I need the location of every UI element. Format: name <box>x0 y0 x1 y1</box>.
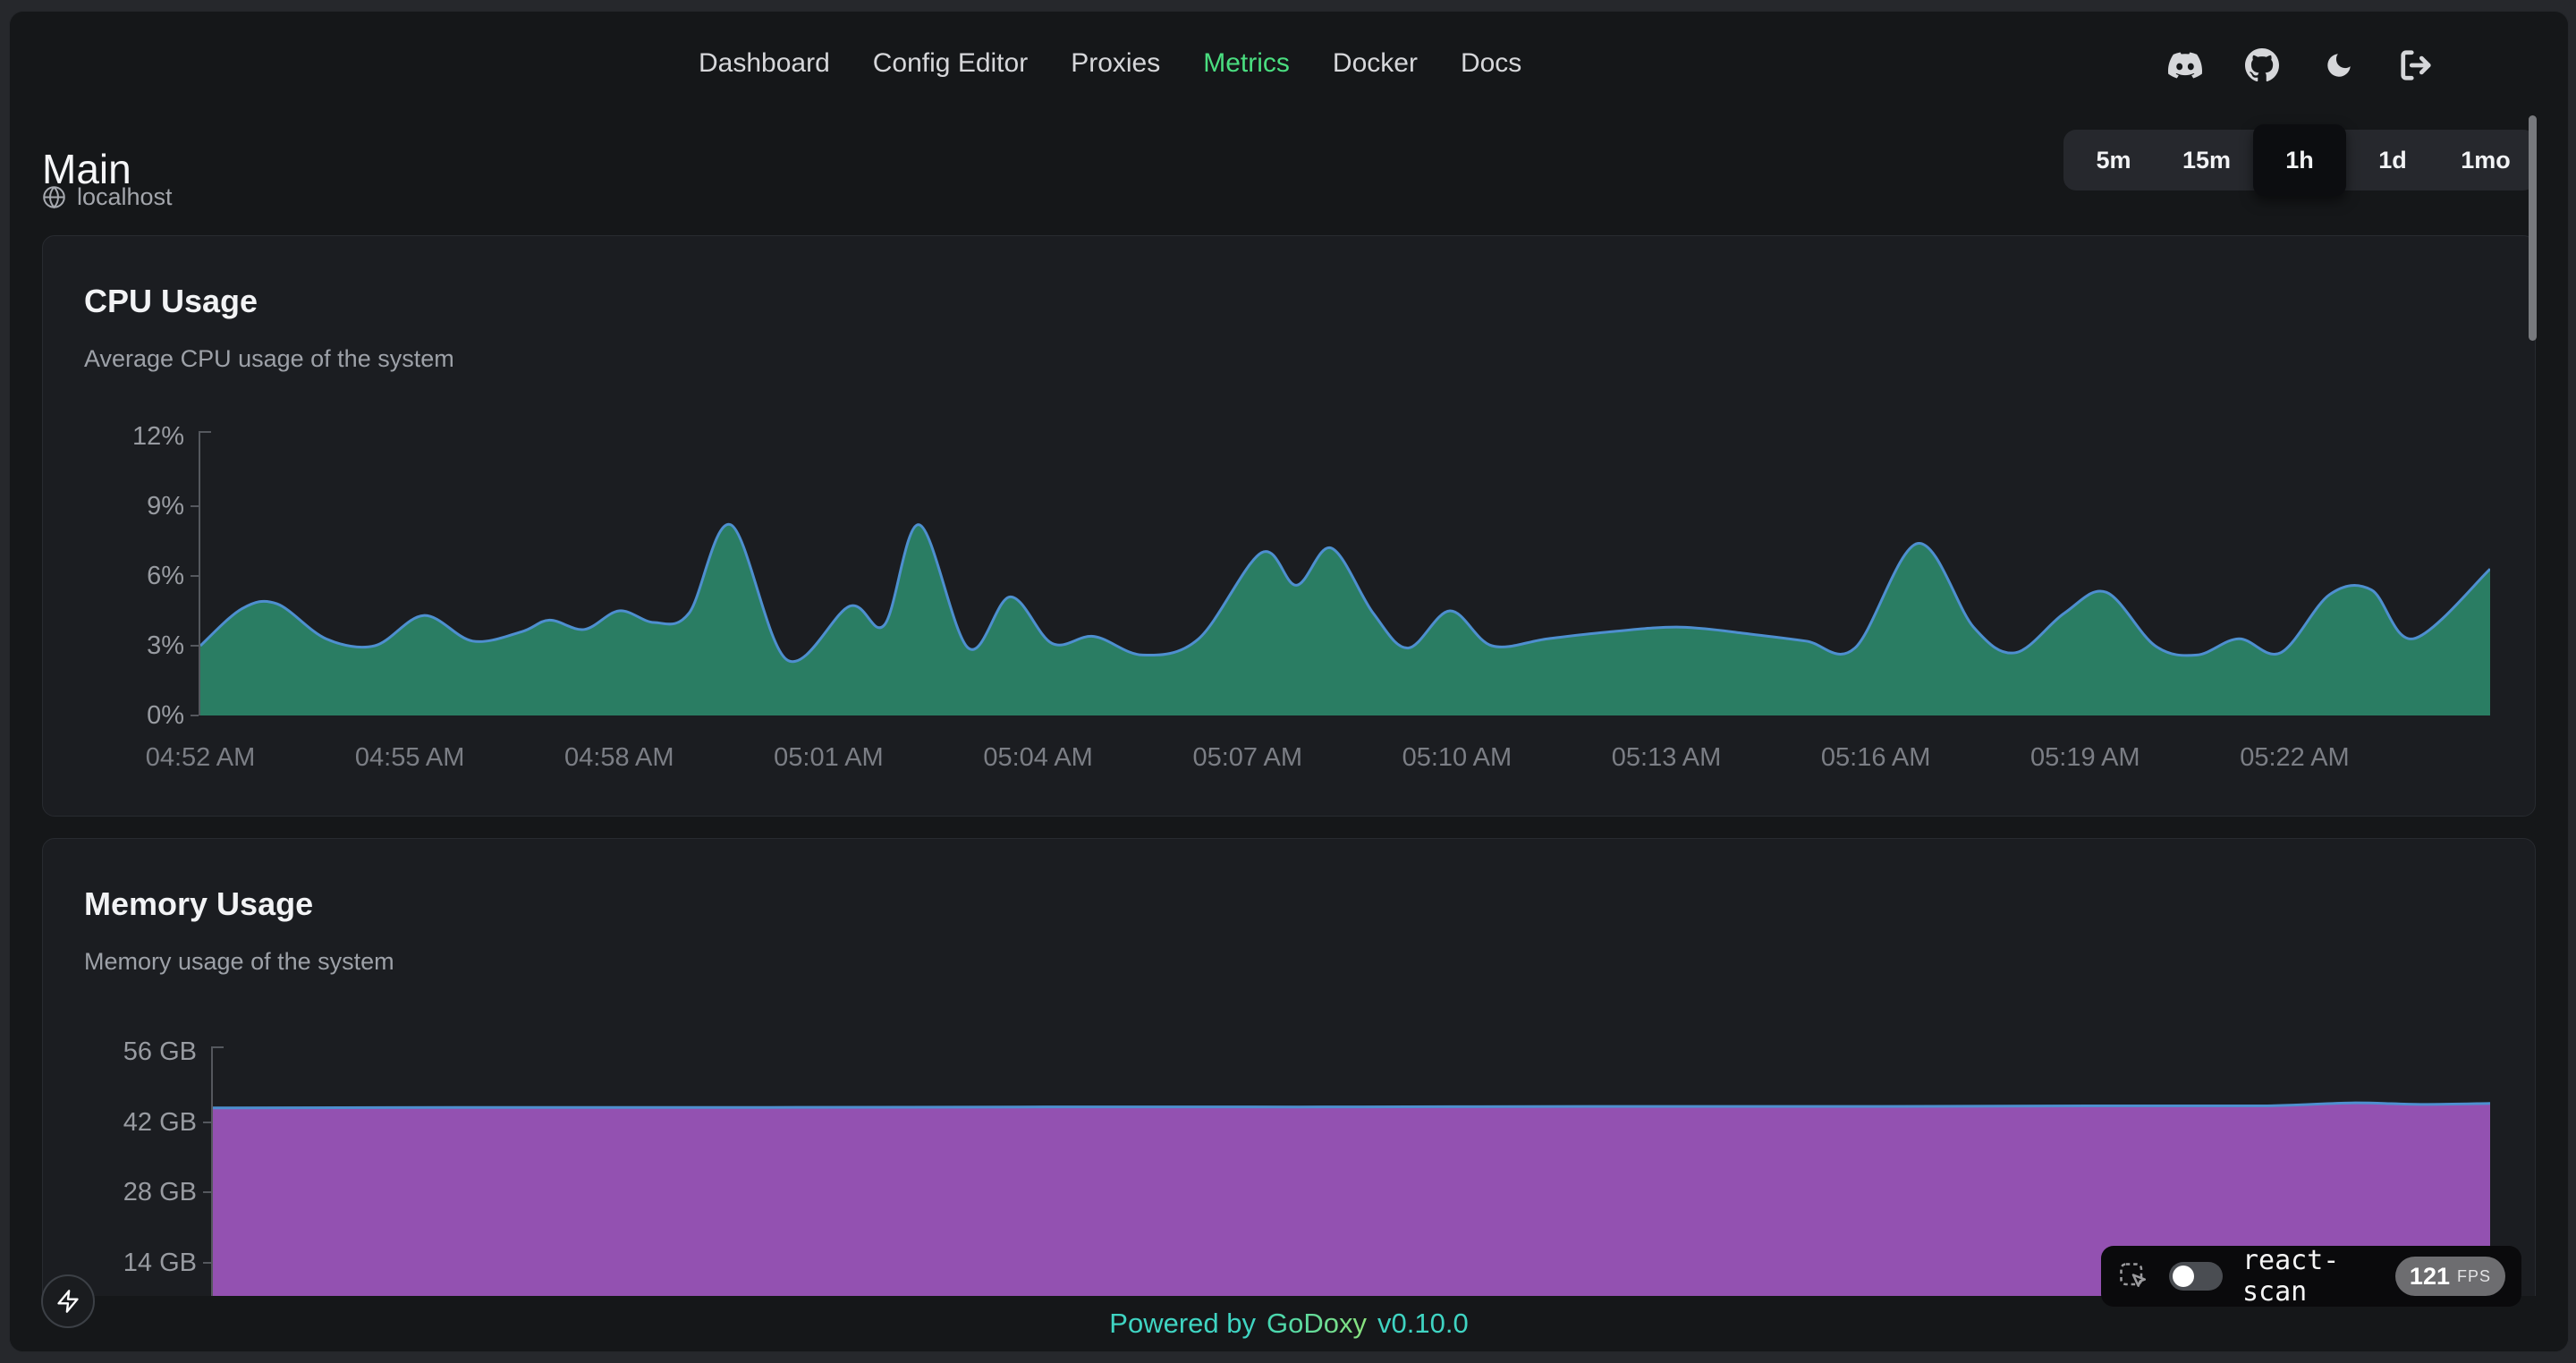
time-range-option[interactable]: 15m <box>2160 133 2253 187</box>
y-tick-label: 14 GB <box>123 1248 197 1277</box>
x-tick-label: 05:01 AM <box>774 743 884 772</box>
top-nav: Dashboard Config Editor Proxies Metrics … <box>699 46 1521 81</box>
y-tick-mark <box>203 1121 211 1123</box>
fps-value: 121 <box>2409 1262 2450 1290</box>
x-tick-label: 05:04 AM <box>983 743 1093 772</box>
nav-item-docker[interactable]: Docker <box>1332 48 1418 78</box>
time-range-option[interactable]: 1d <box>2346 133 2439 187</box>
fps-unit: FPS <box>2456 1266 2491 1285</box>
footer-powered-by: Powered by <box>1109 1308 1257 1339</box>
nav-item-proxies[interactable]: Proxies <box>1071 48 1161 78</box>
nav-item-docs[interactable]: Docs <box>1460 48 1522 78</box>
y-tick-label: 6% <box>147 562 184 590</box>
x-tick-label: 05:19 AM <box>2030 743 2140 772</box>
host-label: localhost <box>77 183 173 210</box>
react-scan-toggle[interactable] <box>2169 1262 2223 1291</box>
cpu-card-title: CPU Usage <box>84 283 258 319</box>
zap-icon <box>55 1289 80 1314</box>
vertical-scrollbar-thumb[interactable] <box>2529 115 2537 341</box>
y-tick-mark <box>191 575 199 577</box>
header-icon-row <box>2167 47 2434 83</box>
globe-icon <box>42 185 66 209</box>
x-tick-label: 05:07 AM <box>1192 743 1302 772</box>
y-tick-label: 9% <box>147 492 184 521</box>
y-tick-mark <box>191 645 199 647</box>
y-tick-label: 0% <box>147 701 184 730</box>
moon-icon[interactable] <box>2321 47 2357 83</box>
x-tick-label: 04:55 AM <box>354 743 465 772</box>
y-tick-label: 3% <box>147 631 184 660</box>
x-tick-label: 05:16 AM <box>1820 743 1931 772</box>
page-title: Main <box>42 145 131 192</box>
toggle-knob <box>2173 1266 2194 1287</box>
nav-item-metrics[interactable]: Metrics <box>1203 48 1290 78</box>
cpu-card-subtitle: Average CPU usage of the system <box>84 345 454 372</box>
footer-brand-link[interactable]: GoDoxy <box>1267 1308 1367 1339</box>
memory-card-title: Memory Usage <box>84 885 314 922</box>
discord-icon[interactable] <box>2167 47 2203 83</box>
host-row: localhost <box>42 183 173 211</box>
time-range-selector: 5m 15m 1h 1d 1mo <box>2063 124 2536 196</box>
logout-icon[interactable] <box>2398 47 2434 83</box>
x-tick-label: 04:52 AM <box>145 743 256 772</box>
x-tick-label: 05:10 AM <box>1402 743 1513 772</box>
y-tick-mark <box>191 505 199 507</box>
inspect-icon[interactable] <box>2117 1260 2149 1292</box>
x-tick-label: 05:13 AM <box>1611 743 1722 772</box>
y-axis-line <box>211 1046 213 1333</box>
cpu-area-chart[interactable] <box>200 436 2490 715</box>
memory-usage-card: Memory Usage Memory usage of the system … <box>42 838 2536 1351</box>
y-tick-mark <box>203 1261 211 1264</box>
github-icon[interactable] <box>2244 47 2280 83</box>
react-scan-widget[interactable]: react-scan 121 FPS <box>2101 1245 2521 1308</box>
y-tick-mark <box>191 715 199 716</box>
quick-actions-button[interactable] <box>41 1274 95 1328</box>
y-tick-label: 12% <box>131 422 184 451</box>
y-axis-top-tick <box>213 1046 224 1048</box>
y-axis-top-tick <box>200 431 211 433</box>
y-tick-label: 42 GB <box>123 1107 197 1137</box>
nav-item-dashboard[interactable]: Dashboard <box>699 48 830 78</box>
memory-area-chart[interactable] <box>213 1052 2490 1333</box>
footer-version: v0.10.0 <box>1377 1308 1469 1339</box>
x-tick-label: 04:58 AM <box>564 743 674 772</box>
nav-item-config-editor[interactable]: Config Editor <box>872 48 1029 78</box>
y-axis-line <box>199 431 200 715</box>
x-tick-label: 05:22 AM <box>2240 743 2350 772</box>
time-range-option[interactable]: 5m <box>2067 133 2160 187</box>
cpu-usage-card: CPU Usage Average CPU usage of the syste… <box>42 235 2536 817</box>
y-tick-label: 28 GB <box>123 1178 197 1206</box>
time-range-option[interactable]: 1h <box>2253 124 2346 196</box>
y-tick-mark <box>203 1191 211 1193</box>
react-scan-label: react-scan <box>2242 1245 2340 1308</box>
time-range-option[interactable]: 1mo <box>2439 133 2532 187</box>
fps-badge: 121 FPS <box>2394 1257 2505 1296</box>
y-tick-label: 56 GB <box>123 1037 197 1066</box>
app-window: Dashboard Config Editor Proxies Metrics … <box>9 11 2569 1352</box>
memory-card-subtitle: Memory usage of the system <box>84 948 394 975</box>
